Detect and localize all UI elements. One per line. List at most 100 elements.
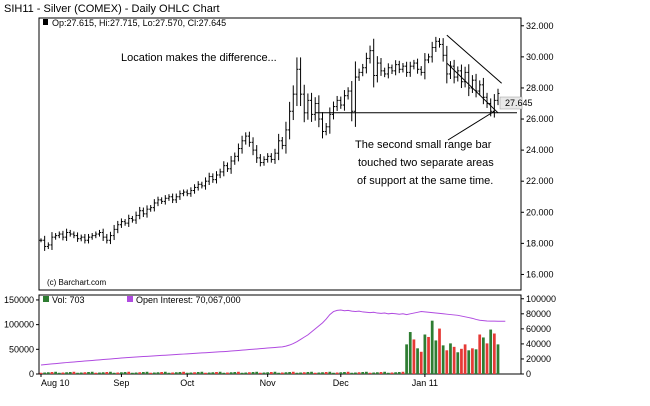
volume-bar bbox=[365, 371, 368, 374]
volume-bar bbox=[39, 372, 43, 374]
ohlc-bar bbox=[412, 59, 416, 70]
ohlc-bar bbox=[339, 96, 343, 109]
ohlc-bar bbox=[266, 153, 270, 163]
ohlc-bar bbox=[145, 205, 149, 218]
ohlc-bar bbox=[269, 153, 273, 163]
ohlc-bar bbox=[302, 84, 306, 123]
volume-bar bbox=[251, 372, 255, 374]
ohlc-bar bbox=[438, 38, 442, 48]
ohlc-bar bbox=[222, 161, 226, 177]
volume-bar bbox=[105, 372, 109, 374]
volume-bar bbox=[445, 350, 449, 374]
oi-right-tick-label: 60000 bbox=[526, 324, 551, 334]
price-tick-label: 24.000 bbox=[526, 145, 554, 155]
ohlc-bar bbox=[94, 231, 98, 239]
ohlc-bar bbox=[335, 95, 339, 112]
volume-bar bbox=[109, 371, 112, 374]
ohlc-bar bbox=[87, 233, 91, 244]
volume-bar bbox=[372, 372, 376, 374]
volume-left-tick-label: 100000 bbox=[4, 320, 34, 330]
ohlc-bar bbox=[321, 112, 325, 139]
ohlc-bar bbox=[185, 189, 189, 197]
volume-bar bbox=[204, 372, 207, 374]
volume-bar bbox=[375, 372, 379, 374]
ohlc-bar bbox=[156, 196, 160, 207]
ohlc-bar bbox=[386, 63, 390, 79]
volume-bar bbox=[215, 372, 218, 374]
volume-bar bbox=[302, 372, 306, 374]
volume-bar bbox=[408, 332, 412, 374]
volume-bar bbox=[368, 372, 372, 374]
ohlc-bar bbox=[379, 58, 383, 76]
volume-bar bbox=[328, 371, 332, 374]
volume-bar bbox=[467, 350, 471, 374]
volume-bar bbox=[167, 372, 171, 374]
volume-bar bbox=[478, 334, 482, 374]
volume-bar bbox=[339, 372, 343, 374]
ohlc-bar bbox=[459, 64, 463, 89]
watermark: (c) Barchart.com bbox=[47, 278, 106, 287]
volume-bar bbox=[258, 372, 262, 374]
x-tick-label: Dec bbox=[333, 378, 350, 388]
price-legend-marker bbox=[43, 19, 48, 25]
headline-annotation: Location makes the difference... bbox=[121, 52, 277, 64]
ohlc-bar bbox=[408, 61, 412, 77]
oi-right-tick-label: 20000 bbox=[526, 354, 551, 364]
volume-bar bbox=[313, 372, 317, 374]
volume-bar bbox=[401, 371, 405, 374]
ohlc-bar bbox=[445, 45, 449, 84]
volume-bar bbox=[383, 371, 387, 374]
ohlc-bar bbox=[61, 230, 65, 241]
volume-bar bbox=[200, 371, 204, 374]
oi-right-tick-label: 0 bbox=[526, 369, 531, 379]
volume-bar bbox=[240, 372, 244, 374]
price-tick-label: 18.000 bbox=[526, 238, 554, 248]
ohlc-bar bbox=[193, 184, 197, 194]
volume-bar bbox=[65, 372, 68, 374]
volume-bar bbox=[397, 372, 401, 374]
ohlc-bar bbox=[167, 194, 171, 201]
volume-bar bbox=[98, 372, 101, 374]
oi-right-tick-label: 80000 bbox=[526, 309, 551, 319]
volume-bar bbox=[324, 372, 328, 374]
ohlc-bar bbox=[342, 90, 346, 111]
volume-bar bbox=[196, 372, 200, 374]
volume-bar bbox=[120, 372, 123, 374]
ohlc-bar bbox=[68, 229, 72, 237]
ohlc-bar bbox=[467, 64, 471, 97]
volume-bar bbox=[288, 372, 291, 374]
ohlc-bars bbox=[39, 36, 500, 251]
ohlc-bar bbox=[39, 238, 43, 243]
ohlc-bar bbox=[43, 235, 47, 251]
ohlc-bar bbox=[204, 177, 208, 190]
ohlc-bar bbox=[397, 60, 401, 74]
volume-bar bbox=[438, 328, 441, 374]
volume-bar bbox=[310, 371, 313, 374]
oi-right-tick-label: 40000 bbox=[526, 339, 551, 349]
x-tick-label: Nov bbox=[260, 378, 277, 388]
ohlc-bar bbox=[247, 131, 251, 147]
volume-bar bbox=[218, 371, 222, 374]
ohlc-bar bbox=[76, 232, 80, 242]
ohlc-bar bbox=[310, 92, 314, 122]
ohlc-bar bbox=[284, 121, 288, 154]
ohlc-bar bbox=[401, 62, 405, 73]
note-line-1: The second small range bar bbox=[355, 139, 492, 151]
volume-bar bbox=[492, 333, 496, 374]
ohlc-bar bbox=[79, 234, 83, 242]
volume-bar bbox=[255, 371, 259, 374]
volume-bar bbox=[379, 372, 383, 374]
ohlc-bar bbox=[225, 162, 229, 172]
x-axis: Aug 10 Sep Oct Nov Dec Jan 11 bbox=[40, 374, 438, 388]
volume-bar bbox=[211, 372, 215, 374]
volume-bar bbox=[460, 348, 463, 374]
volume-bar bbox=[321, 372, 324, 374]
volume-bar bbox=[489, 329, 493, 374]
volume-bar bbox=[94, 372, 98, 374]
ohlc-bar bbox=[138, 206, 142, 220]
ohlc-bar bbox=[434, 36, 438, 52]
ohlc-bar bbox=[427, 53, 431, 64]
ohlc-bar bbox=[299, 57, 303, 107]
annotation-pointer bbox=[447, 110, 495, 141]
